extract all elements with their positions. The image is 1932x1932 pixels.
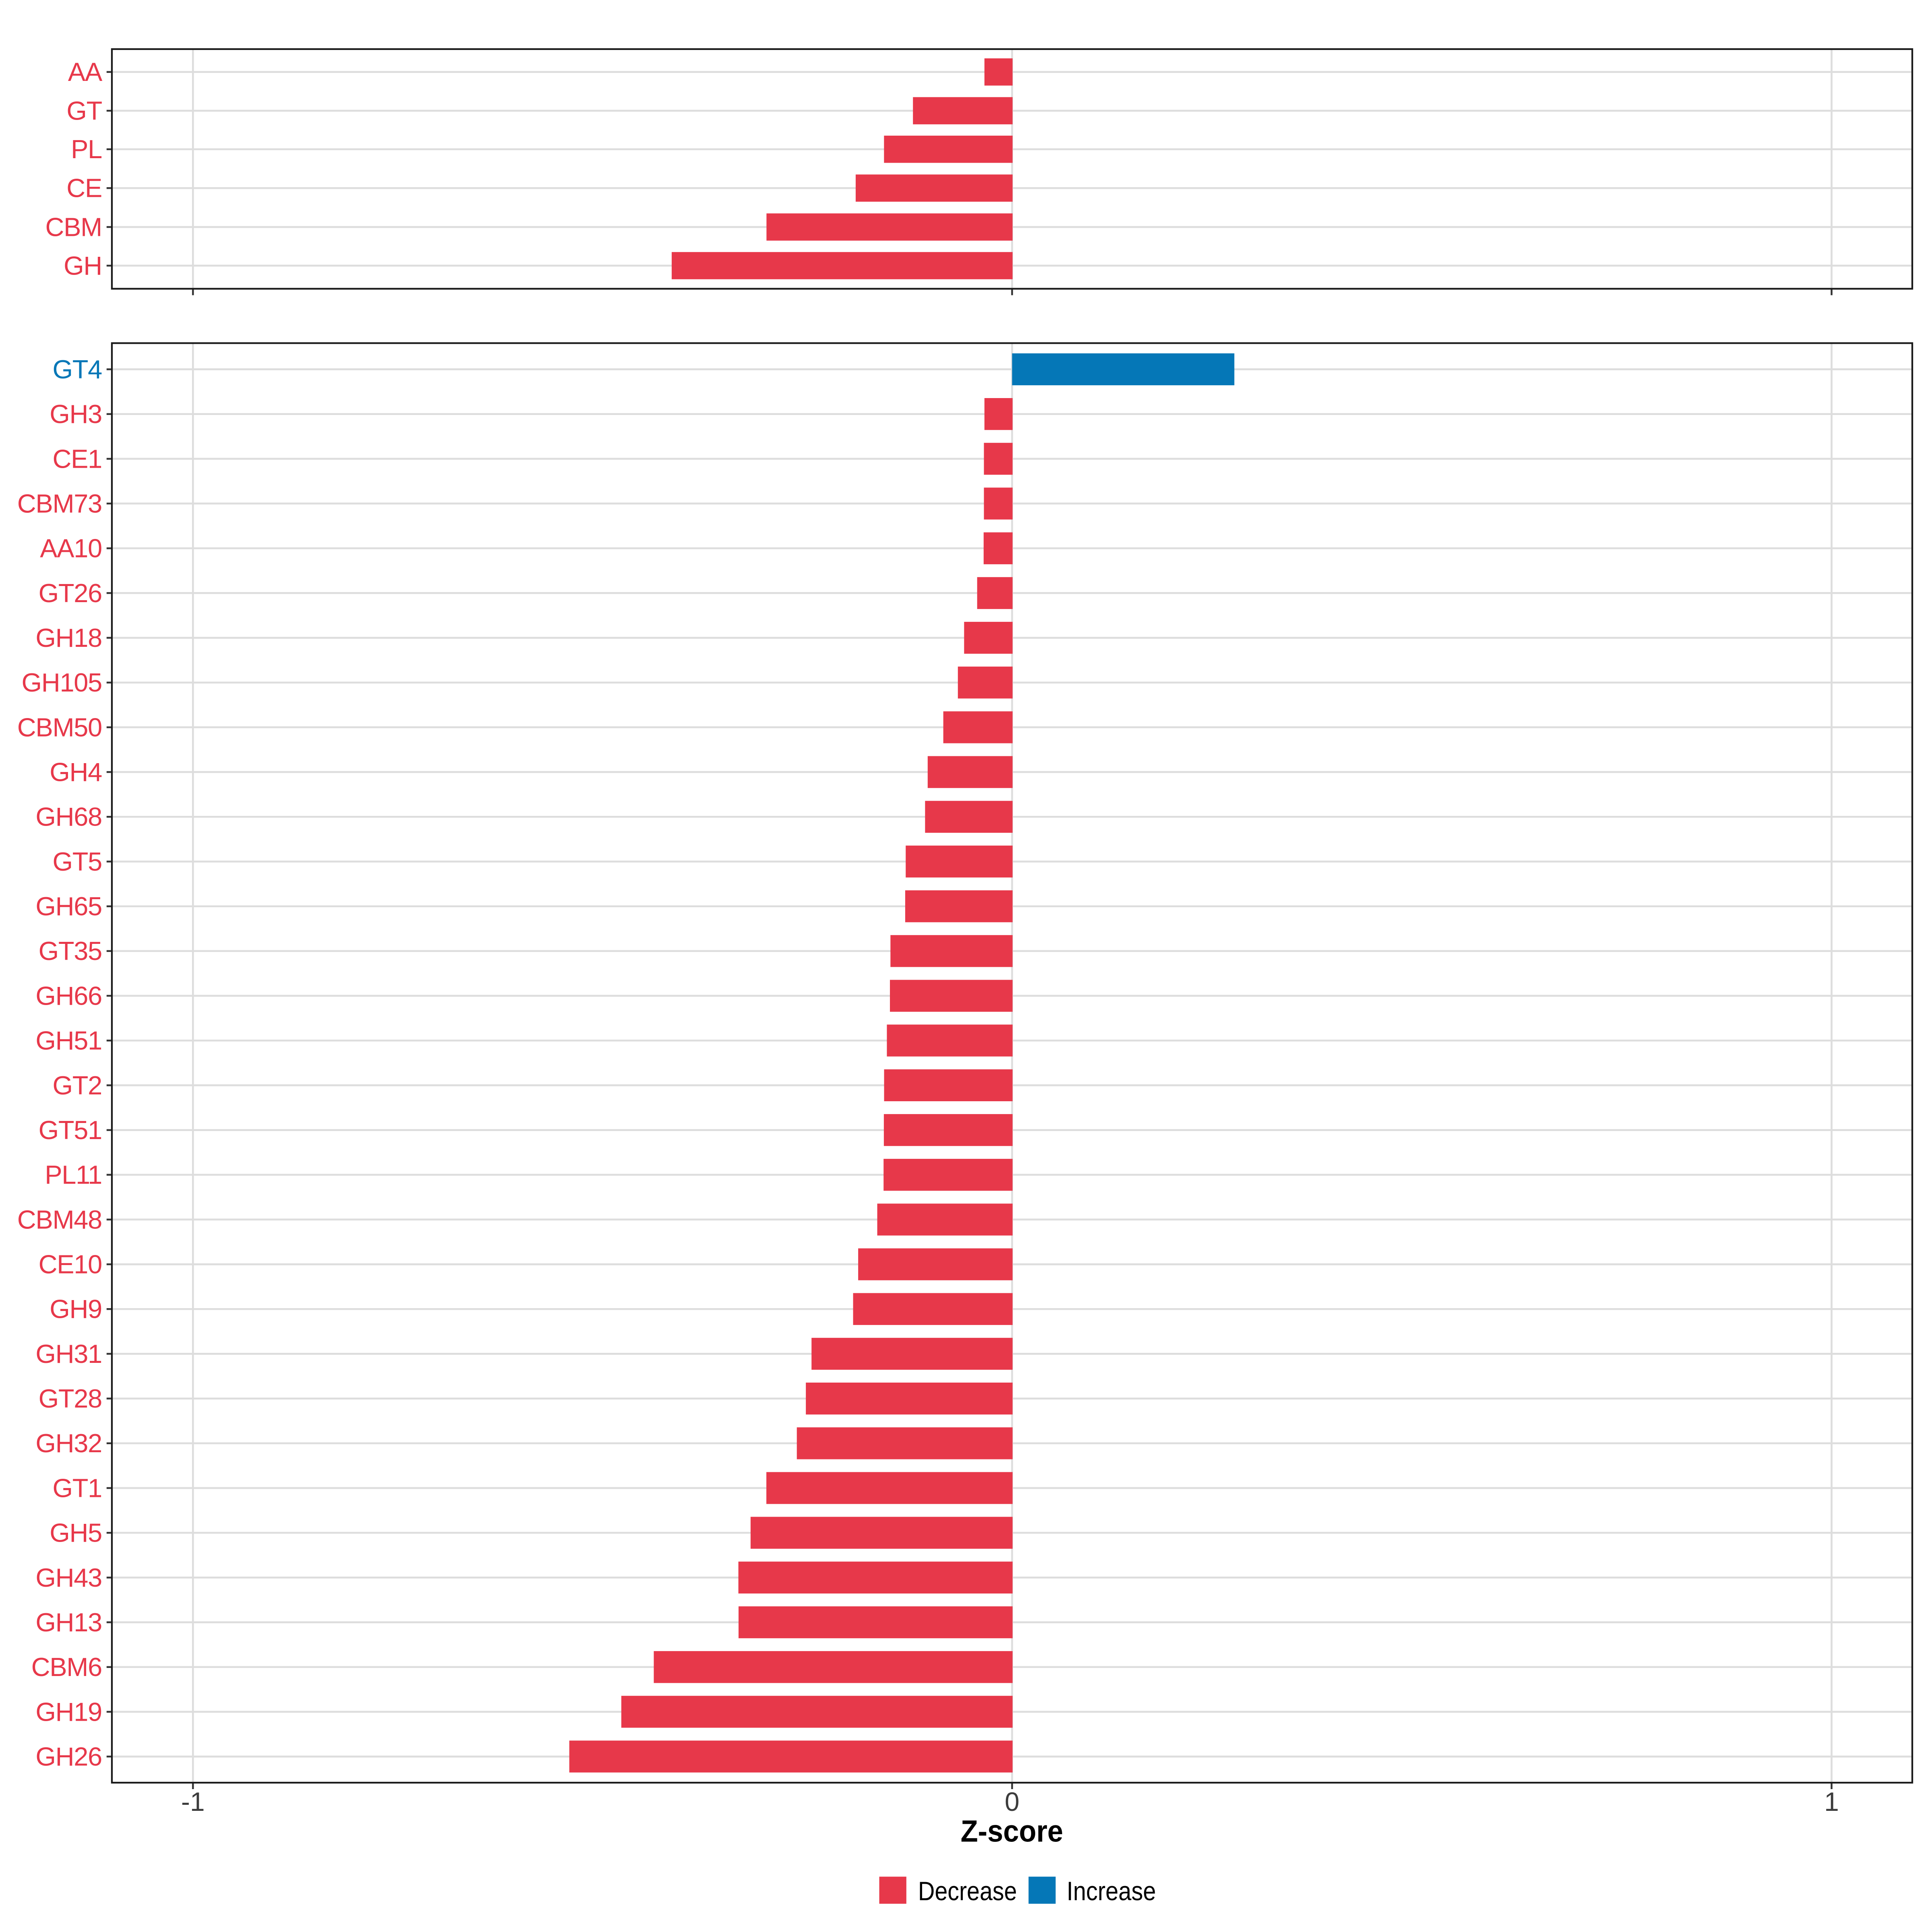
svg-text:GH51: GH51 — [35, 1026, 102, 1055]
svg-text:CBM48: CBM48 — [17, 1205, 102, 1234]
svg-text:CE10: CE10 — [39, 1250, 102, 1279]
svg-text:GT1: GT1 — [52, 1473, 102, 1503]
svg-text:AA: AA — [68, 57, 103, 87]
svg-text:GT4: GT4 — [52, 355, 102, 384]
svg-text:Increase: Increase — [1067, 1876, 1156, 1906]
svg-text:GH13: GH13 — [35, 1608, 102, 1637]
svg-text:Decrease: Decrease — [918, 1876, 1017, 1906]
svg-text:GH: GH — [64, 251, 102, 280]
svg-text:GT2: GT2 — [52, 1071, 102, 1100]
svg-text:GT5: GT5 — [52, 847, 102, 876]
svg-text:GH26: GH26 — [35, 1742, 102, 1771]
svg-text:0: 0 — [1005, 1787, 1020, 1816]
svg-text:GH68: GH68 — [35, 802, 102, 832]
svg-text:GH32: GH32 — [35, 1428, 102, 1458]
svg-text:PL11: PL11 — [45, 1160, 102, 1189]
svg-text:CBM6: CBM6 — [31, 1652, 102, 1682]
svg-text:CE1: CE1 — [52, 444, 102, 473]
svg-text:PL: PL — [71, 134, 102, 164]
svg-text:GH5: GH5 — [50, 1518, 102, 1548]
svg-text:GH65: GH65 — [35, 892, 102, 921]
svg-text:AA10: AA10 — [40, 534, 102, 563]
svg-text:Z-score: Z-score — [961, 1814, 1063, 1849]
svg-text:GT51: GT51 — [39, 1115, 102, 1145]
svg-text:CE: CE — [66, 173, 102, 203]
svg-text:GT35: GT35 — [39, 936, 102, 966]
svg-text:GH105: GH105 — [22, 668, 102, 697]
svg-text:GH4: GH4 — [50, 758, 102, 787]
svg-text:GT26: GT26 — [39, 578, 102, 608]
svg-text:CBM50: CBM50 — [17, 712, 102, 742]
svg-text:GH9: GH9 — [50, 1294, 102, 1324]
svg-text:GT: GT — [66, 96, 102, 126]
svg-text:GH19: GH19 — [35, 1697, 102, 1726]
svg-text:GH66: GH66 — [35, 981, 102, 1010]
svg-text:GH18: GH18 — [35, 623, 102, 652]
svg-text:1: 1 — [1824, 1787, 1839, 1816]
svg-text:GH31: GH31 — [35, 1339, 102, 1368]
svg-text:GH3: GH3 — [50, 399, 102, 429]
svg-text:GT28: GT28 — [39, 1384, 102, 1413]
svg-text:GH43: GH43 — [35, 1563, 102, 1592]
svg-text:CBM73: CBM73 — [17, 489, 102, 518]
svg-text:-1: -1 — [181, 1787, 205, 1816]
svg-text:CBM: CBM — [45, 212, 102, 242]
